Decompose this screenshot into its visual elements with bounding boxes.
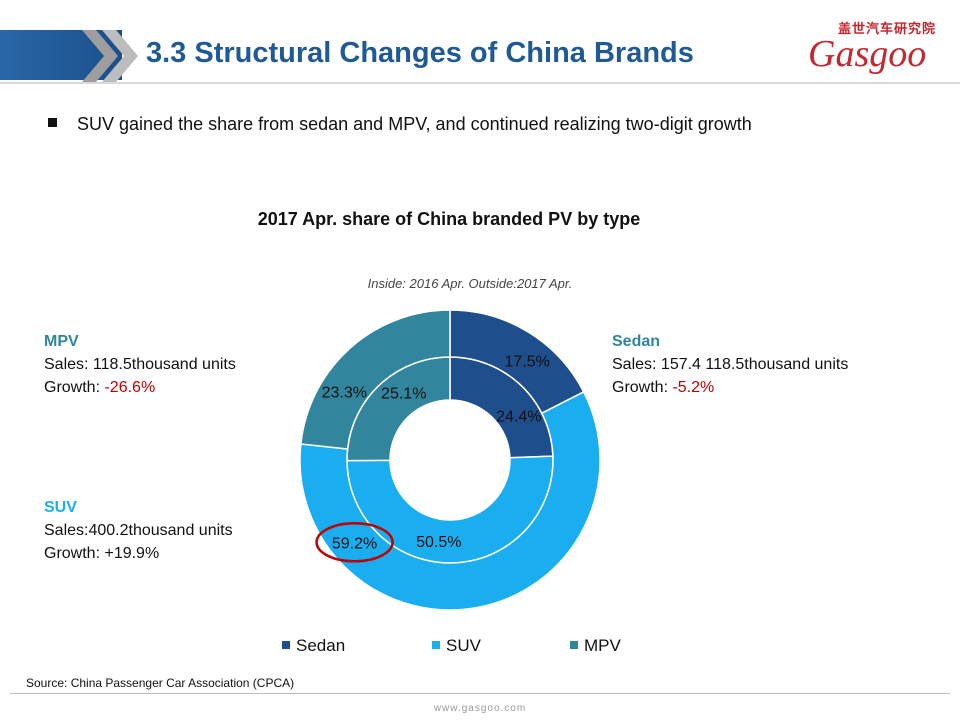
legend-item-suv: SUV: [432, 636, 481, 656]
logo-chinese-text: 盖世汽车研究院: [838, 21, 937, 36]
legend-swatch: [432, 641, 440, 649]
gasgoo-logo: 盖世汽车研究院 Gasgoo: [790, 18, 950, 80]
bullet-point: SUV gained the share from sedan and MPV,…: [48, 114, 752, 135]
legend-swatch: [282, 641, 290, 649]
chevron-decoration: [82, 30, 138, 82]
logo-wordmark: Gasgoo: [808, 33, 927, 75]
legend-label: SUV: [446, 636, 481, 655]
bullet-text: SUV gained the share from sedan and MPV,…: [77, 114, 752, 134]
sedan-growth-value: -5.2%: [672, 379, 715, 396]
data-label-outer-sedan: 17.5%: [505, 353, 550, 370]
footer-url: www.gasgoo.com: [433, 703, 527, 714]
data-label-inner-mpv: 25.1%: [381, 385, 426, 402]
chart-subtitle: Inside: 2016 Apr. Outside:2017 Apr.: [367, 276, 573, 291]
footer-divider: [10, 693, 950, 694]
suv-callout: SUV Sales:400.2thousand units Growth: +1…: [44, 496, 233, 565]
square-bullet-icon: [48, 118, 57, 127]
sedan-callout-growth: Growth: -5.2%: [612, 376, 848, 399]
suv-callout-name: SUV: [44, 499, 77, 516]
growth-prefix: Growth:: [44, 379, 105, 396]
legend-label: MPV: [584, 636, 621, 655]
title-divider: [0, 82, 960, 84]
legend-swatch: [570, 641, 578, 649]
suv-callout-sales: Sales:400.2thousand units: [44, 522, 233, 539]
growth-prefix: Growth:: [612, 379, 673, 396]
slice-outer-mpv: [300, 309, 451, 450]
sedan-callout: Sedan Sales: 157.4 118.5thousand units G…: [612, 330, 848, 399]
legend-item-sedan: Sedan: [282, 636, 345, 656]
legend-item-mpv: MPV: [570, 636, 621, 656]
mpv-callout-name: MPV: [44, 333, 79, 350]
chart-legend: Sedan SUV MPV: [0, 636, 960, 656]
highlight-ellipse: [315, 522, 394, 563]
legend-label: Sedan: [296, 636, 346, 655]
mpv-callout: MPV Sales: 118.5thousand units Growth: -…: [44, 330, 236, 399]
sedan-callout-name: Sedan: [612, 333, 661, 350]
source-note: Source: China Passenger Car Association …: [26, 676, 295, 690]
chart-title: 2017 Apr. share of China branded PV by t…: [257, 209, 641, 229]
mpv-callout-sales: Sales: 118.5thousand units: [44, 356, 236, 373]
mpv-callout-growth: Growth: -26.6%: [44, 376, 236, 399]
growth-prefix: Growth:: [44, 545, 105, 562]
mpv-growth-value: -26.6%: [104, 379, 156, 396]
data-label-outer-mpv: 23.3%: [322, 384, 367, 401]
data-label-outer-suv: 59.2%: [332, 535, 377, 552]
suv-growth-value: +19.9%: [104, 545, 160, 562]
data-label-inner-suv: 50.5%: [416, 534, 461, 551]
data-label-inner-sedan: 24.4%: [496, 408, 541, 425]
slice-outer-suv: [299, 390, 601, 611]
sedan-callout-sales: Sales: 157.4 118.5thousand units: [612, 356, 849, 373]
page-title: 3.3 Structural Changes of China Brands: [146, 37, 694, 69]
suv-callout-growth: Growth: +19.9%: [44, 542, 233, 565]
